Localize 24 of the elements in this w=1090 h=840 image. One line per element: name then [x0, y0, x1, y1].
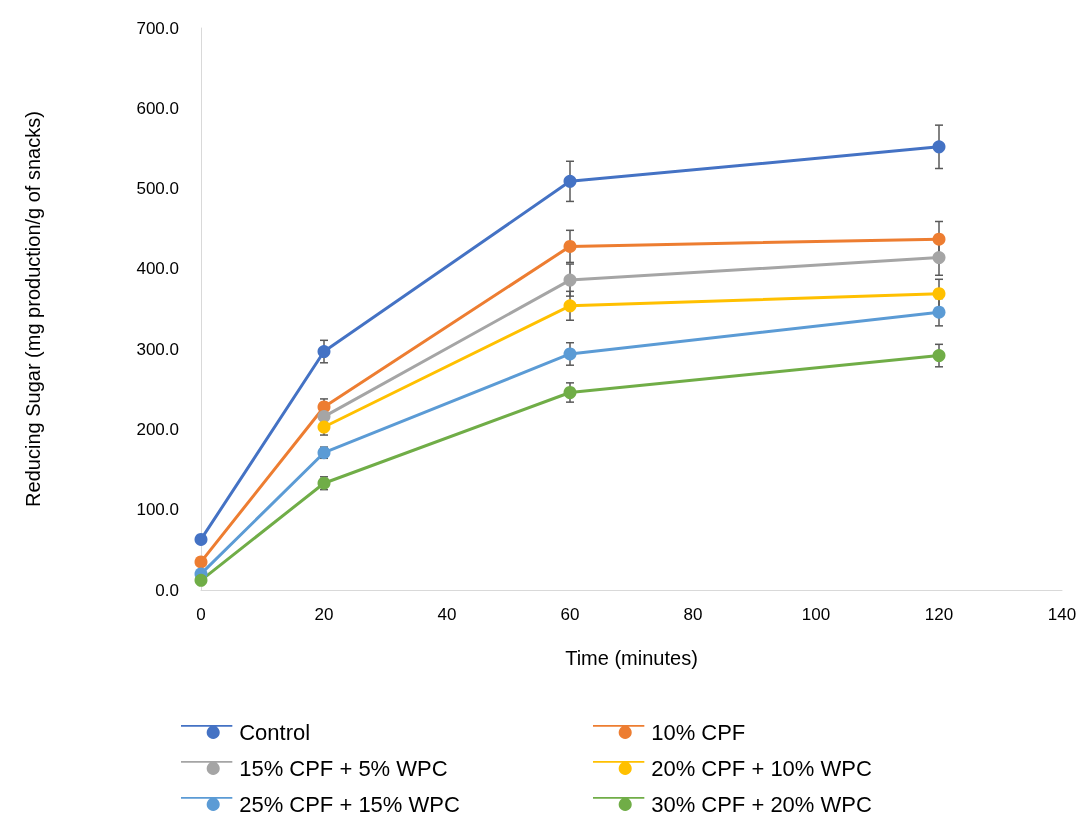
legend-label: 10% CPF: [651, 719, 746, 745]
y-tick-label: 400.0: [136, 259, 179, 279]
x-tick-label: 60: [560, 605, 580, 624]
x-tick-label: 80: [683, 605, 703, 624]
x-tick-label: 100: [801, 605, 831, 624]
x-tick-label: 0: [196, 605, 206, 624]
x-tick-label: 140: [1047, 605, 1077, 624]
y-axis-title: Reducing Sugar (mg production/g of snacks): [22, 111, 44, 507]
y-tick-label: 100.0: [136, 500, 179, 520]
y-tick-label: 700.0: [136, 18, 179, 38]
legend-label: 20% CPF + 10% WPC: [651, 755, 872, 781]
x-tick-label: 20: [314, 605, 334, 624]
legend-label: Control: [239, 719, 311, 745]
y-tick-label: 600.0: [136, 98, 179, 118]
x-tick-label: 40: [437, 605, 457, 624]
x-tick-label: 120: [924, 605, 954, 624]
y-tick-label: 300.0: [136, 339, 179, 359]
x-axis-title: Time (minutes): [565, 647, 698, 669]
y-tick-label: 0.0: [155, 580, 179, 600]
y-tick-label: 200.0: [136, 419, 179, 439]
legend-label: 30% CPF + 20% WPC: [651, 791, 872, 817]
y-tick-label: 500.0: [136, 179, 179, 199]
legend-label: 15% CPF + 5% WPC: [239, 755, 448, 781]
legend-label: 25% CPF + 15% WPC: [239, 791, 460, 817]
